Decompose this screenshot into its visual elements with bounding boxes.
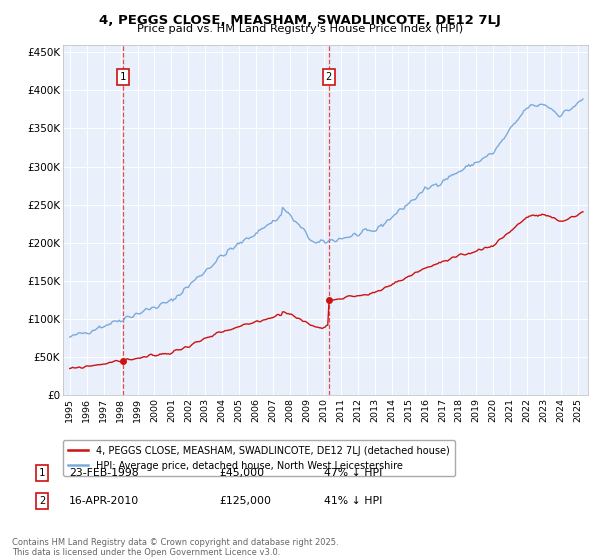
Text: £125,000: £125,000 — [219, 496, 271, 506]
Text: Contains HM Land Registry data © Crown copyright and database right 2025.
This d: Contains HM Land Registry data © Crown c… — [12, 538, 338, 557]
Text: 16-APR-2010: 16-APR-2010 — [69, 496, 139, 506]
Text: 2: 2 — [39, 496, 45, 506]
Text: £45,000: £45,000 — [219, 468, 264, 478]
Text: 23-FEB-1998: 23-FEB-1998 — [69, 468, 139, 478]
Text: 4, PEGGS CLOSE, MEASHAM, SWADLINCOTE, DE12 7LJ: 4, PEGGS CLOSE, MEASHAM, SWADLINCOTE, DE… — [99, 14, 501, 27]
Text: 2: 2 — [326, 72, 332, 82]
Text: 47% ↓ HPI: 47% ↓ HPI — [324, 468, 382, 478]
Legend: 4, PEGGS CLOSE, MEASHAM, SWADLINCOTE, DE12 7LJ (detached house), HPI: Average pr: 4, PEGGS CLOSE, MEASHAM, SWADLINCOTE, DE… — [62, 440, 455, 477]
Text: 1: 1 — [39, 468, 45, 478]
Text: 1: 1 — [120, 72, 126, 82]
Text: Price paid vs. HM Land Registry's House Price Index (HPI): Price paid vs. HM Land Registry's House … — [137, 24, 463, 34]
Text: 41% ↓ HPI: 41% ↓ HPI — [324, 496, 382, 506]
